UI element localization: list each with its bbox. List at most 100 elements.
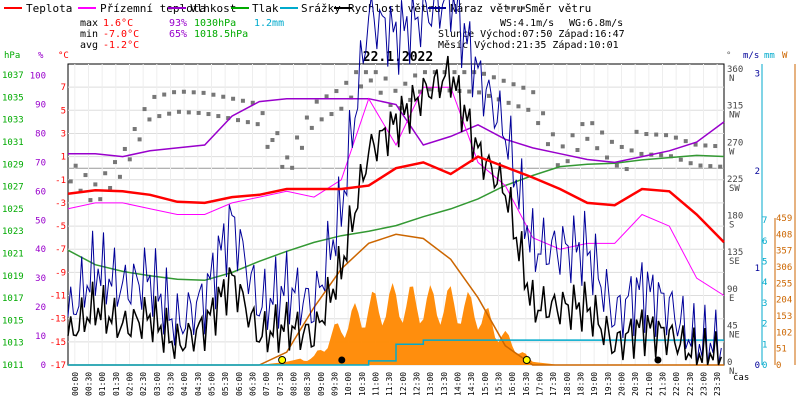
tick-time: 19:30	[604, 372, 613, 396]
point-wind-direction	[373, 70, 378, 75]
point-wind-direction	[206, 112, 211, 117]
point-wind-direction	[482, 71, 487, 76]
point-wind-direction	[437, 87, 442, 92]
tick-time: 09:30	[331, 372, 340, 396]
point-wind-direction	[122, 146, 127, 151]
point-wind-direction	[167, 111, 172, 116]
tick-rain: 7	[762, 216, 767, 226]
tick-temp: -9	[55, 268, 66, 278]
point-wind-direction	[501, 78, 506, 83]
point-wind-direction	[359, 84, 364, 89]
tick-time: 17:30	[549, 372, 558, 396]
tick-time: 20:00	[618, 372, 627, 396]
point-wind-direction	[68, 179, 73, 184]
tick-time: 08:30	[303, 372, 312, 396]
point-wind-direction	[600, 130, 605, 135]
tick-pressure: 1015	[2, 316, 24, 326]
tick-time: 13:30	[440, 372, 449, 396]
tick-time: 08:00	[290, 372, 299, 396]
tick-temp: -7	[55, 245, 66, 255]
tick-time: 12:00	[399, 372, 408, 396]
point-wind-direction	[560, 144, 565, 149]
legend-teplota: Teplota	[26, 2, 72, 15]
tick-radiation: 153	[776, 312, 792, 322]
tick-wind: 1	[755, 264, 760, 274]
tick-humidity: 0	[41, 361, 46, 371]
tick-rain: 0	[762, 361, 767, 371]
point-wind-direction	[526, 107, 531, 112]
point-wind-direction	[427, 87, 432, 92]
tick-time: 04:00	[180, 372, 189, 396]
point-wind-direction	[181, 89, 186, 94]
point-wind-direction	[275, 131, 280, 136]
tick-time: 00:00	[71, 372, 80, 396]
tick-time: 05:00	[208, 372, 217, 396]
stat-max-press: 1030hPa	[194, 18, 236, 29]
point-wind-direction	[432, 70, 437, 75]
unit-mm: mm	[764, 51, 775, 61]
point-wind-direction	[344, 80, 349, 85]
point-wind-direction	[113, 160, 118, 165]
point-wind-direction	[176, 109, 181, 114]
point-wind-direction	[304, 115, 309, 120]
legend-tlak: Tlak	[252, 2, 279, 15]
point-wind-direction	[639, 151, 644, 156]
point-wind-direction	[659, 153, 664, 158]
tick-time: 05:30	[221, 372, 230, 396]
stat-avg-label: avg	[80, 40, 98, 51]
point-wind-direction	[78, 188, 83, 193]
point-wind-direction	[290, 165, 295, 170]
tick-time: 21:00	[645, 372, 654, 396]
tick-direction: 135	[727, 248, 743, 258]
point-wind-direction	[157, 114, 162, 119]
point-wind-direction	[506, 100, 511, 105]
point-wind-direction	[477, 90, 482, 95]
point-wind-direction	[211, 92, 216, 97]
tick-time: 14:00	[454, 372, 463, 396]
tick-direction: 45	[727, 321, 738, 331]
point-wind-direction	[191, 90, 196, 95]
point-wind-direction	[98, 197, 103, 202]
tick-humidity: 30	[35, 274, 46, 284]
point-wind-direction	[265, 144, 270, 149]
tick-temp: 7	[61, 83, 66, 93]
point-wind-direction	[388, 103, 393, 108]
legend-vlhkost: Vlhkost	[190, 2, 236, 15]
point-wind-direction	[654, 132, 659, 137]
tick-radiation: 357	[776, 247, 792, 257]
stat-gust: WG:6.8m/s	[569, 18, 623, 29]
tick-humidity: 40	[35, 245, 46, 255]
tick-time: 06:00	[235, 372, 244, 396]
point-wind-direction	[644, 132, 649, 137]
tick-direction-label: W	[729, 147, 735, 157]
tick-pressure: 1025	[2, 205, 24, 215]
tick-radiation: 204	[776, 296, 792, 306]
tick-humidity: 10	[35, 332, 46, 342]
tick-pressure: 1019	[2, 272, 24, 282]
tick-time: 12:30	[413, 372, 422, 396]
tick-temp: 5	[61, 106, 66, 116]
tick-labels: 7531-1-3-5-7-9-11-13-15-1710371035103310…	[2, 65, 792, 396]
tick-humidity: 50	[35, 216, 46, 226]
point-wind-direction	[108, 185, 113, 190]
unit-time: čas	[733, 372, 749, 383]
point-wind-direction	[240, 98, 245, 103]
tick-rain: 2	[762, 320, 767, 330]
legend-smer: Směr větru	[525, 2, 591, 15]
tick-time: 11:30	[385, 372, 394, 396]
tick-time: 17:00	[536, 372, 545, 396]
point-wind-direction	[196, 110, 201, 115]
tick-humidity: 80	[35, 129, 46, 139]
point-wind-direction	[236, 118, 241, 123]
point-wind-direction	[132, 127, 137, 132]
point-wind-direction	[634, 129, 639, 134]
point-wind-direction	[117, 174, 122, 179]
point-wind-direction	[413, 73, 418, 78]
point-wind-direction	[452, 70, 457, 75]
point-wind-direction	[595, 146, 600, 151]
legend-srazky: Srážky	[301, 2, 341, 15]
point-wind-direction	[703, 143, 708, 148]
point-wind-direction	[378, 90, 383, 95]
point-wind-direction	[555, 163, 560, 168]
point-wind-direction	[152, 94, 157, 99]
